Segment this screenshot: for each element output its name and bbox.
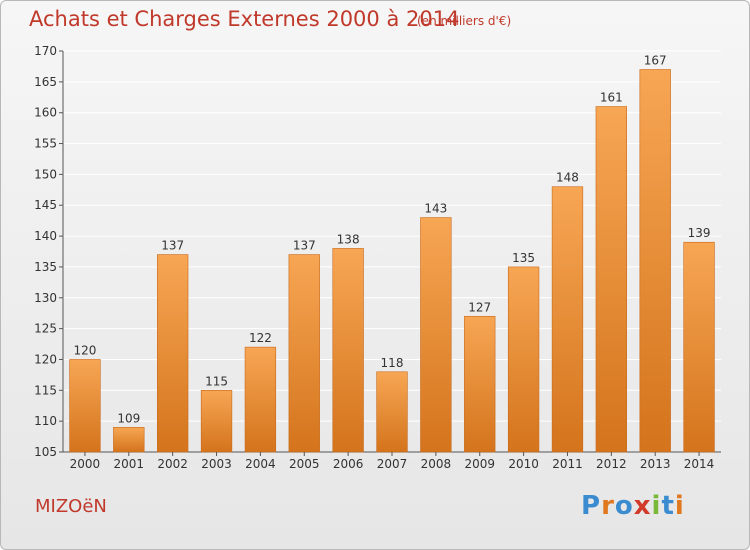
place-name: MIZOëN [35, 496, 107, 517]
y-tick-label: 150 [34, 167, 57, 181]
bar [551, 186, 584, 453]
y-tick-label: 110 [34, 414, 57, 428]
x-tick-label: 2009 [464, 457, 495, 471]
bar-value-label: 118 [381, 356, 404, 370]
logo-letter: i [674, 491, 685, 521]
bar [244, 346, 277, 453]
logo-letter: t [661, 491, 675, 521]
y-tick-label: 170 [34, 44, 57, 58]
logo-letter: o [614, 491, 634, 521]
bar [113, 427, 145, 453]
bar-value-label: 167 [644, 54, 667, 68]
bar-value-label: 143 [424, 202, 447, 216]
bar-value-label: 135 [512, 251, 535, 265]
x-tick-label: 2003 [201, 457, 232, 471]
bar [639, 69, 671, 453]
x-tick-label: 2004 [245, 457, 276, 471]
bar [69, 359, 101, 453]
bar [683, 241, 715, 453]
x-tick-label: 2010 [508, 457, 539, 471]
bar-value-label: 137 [161, 239, 184, 253]
bar [595, 106, 627, 453]
x-tick-label: 2012 [596, 457, 627, 471]
x-tick-label: 2007 [377, 457, 408, 471]
logo-letter: P [581, 491, 602, 521]
logo-letter: i [651, 491, 662, 521]
x-tick-label: 2001 [114, 457, 145, 471]
bar-value-label: 137 [293, 239, 316, 253]
x-tick-label: 2005 [289, 457, 320, 471]
y-tick-label: 160 [34, 106, 57, 120]
chart-subtitle: (en milliers d'€) [417, 14, 512, 28]
bar [288, 254, 320, 453]
bar-value-label: 161 [600, 91, 623, 105]
bar-value-label: 138 [337, 232, 360, 246]
chart-title: Achats et Charges Externes 2000 à 2014 [29, 7, 460, 31]
bar-value-label: 109 [117, 411, 140, 425]
y-tick-label: 130 [34, 291, 57, 305]
logo-letter: r [601, 491, 615, 521]
x-tick-label: 2014 [684, 457, 715, 471]
y-tick-label: 105 [34, 445, 57, 459]
bar [420, 217, 452, 453]
logo-letter: x [633, 491, 652, 521]
bar-value-label: 127 [468, 300, 491, 314]
proxiti-logo: Proxiti [581, 491, 685, 521]
x-tick-label: 2008 [421, 457, 452, 471]
x-tick-label: 2011 [552, 457, 583, 471]
y-tick-label: 120 [34, 352, 57, 366]
y-tick-label: 135 [34, 260, 57, 274]
bar-value-label: 122 [249, 331, 272, 345]
y-tick-label: 165 [34, 75, 57, 89]
bar [376, 371, 408, 453]
bar-value-label: 115 [205, 374, 228, 388]
bar-value-label: 148 [556, 171, 579, 185]
bar [464, 315, 496, 453]
y-tick-label: 125 [34, 322, 57, 336]
x-tick-label: 2006 [333, 457, 364, 471]
y-tick-label: 145 [34, 198, 57, 212]
bar [200, 390, 233, 453]
x-tick-label: 2013 [640, 457, 671, 471]
x-tick-label: 2002 [157, 457, 188, 471]
x-tick-label: 2000 [70, 457, 101, 471]
y-tick-label: 140 [34, 229, 57, 243]
bar-value-label: 120 [73, 343, 96, 357]
y-tick-label: 155 [34, 137, 57, 151]
bar [507, 266, 540, 453]
bar [157, 254, 189, 453]
bar-value-label: 139 [688, 226, 711, 240]
y-tick-label: 115 [34, 383, 57, 397]
bar [332, 248, 364, 453]
